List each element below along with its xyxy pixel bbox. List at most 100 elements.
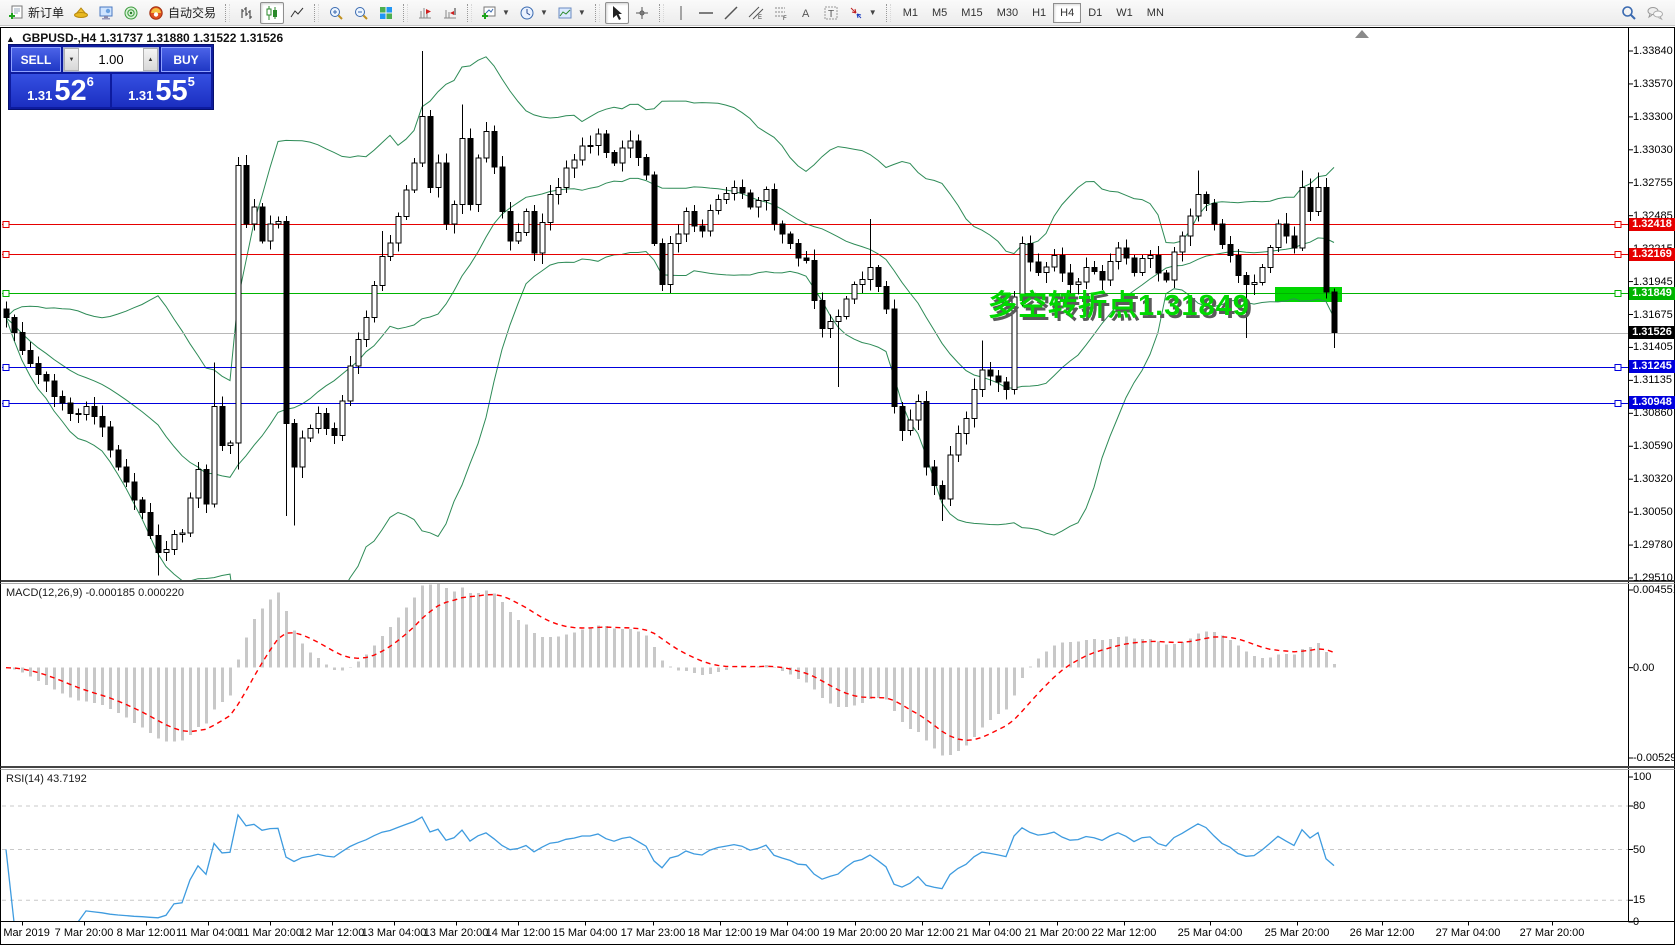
text-icon: A <box>802 8 810 20</box>
price-tick-label: 1.33570 <box>1633 77 1673 90</box>
new-order-button[interactable]: 新订单 <box>4 2 68 24</box>
new-chart-button[interactable]: ▼ <box>477 2 514 24</box>
price-tick-label: 1.33840 <box>1633 45 1673 57</box>
chart-canvas[interactable] <box>0 26 1675 946</box>
time-tick-label: 26 Mar 12:00 <box>1349 927 1415 939</box>
toolbar-grip <box>225 3 231 22</box>
price-line-flag: 1.32418 <box>1629 217 1675 231</box>
line-handle[interactable] <box>1614 364 1622 371</box>
text-button[interactable]: A <box>794 2 818 24</box>
crosshair-button[interactable] <box>630 2 654 24</box>
timeframe-w1-button[interactable]: W1 <box>1109 3 1140 23</box>
volume-input[interactable]: 1.00 <box>98 52 124 67</box>
zoom-out-button[interactable] <box>349 2 373 24</box>
timeframe-h1-button[interactable]: H1 <box>1025 3 1053 23</box>
rsi-tick-label: 15 <box>1633 894 1646 907</box>
candlestick-chart-button[interactable] <box>260 1 285 24</box>
chart-shift-marker[interactable] <box>1355 30 1369 38</box>
macd-indicator-label: MACD(12,26,9) -0.000185 0.000220 <box>6 587 184 599</box>
collapse-triangle-icon[interactable]: ▲ <box>6 34 15 44</box>
periods-clock-icon <box>520 6 534 19</box>
fibonacci-icon: F <box>774 7 787 21</box>
time-tick-label: 27 Mar 04:00 <box>1435 927 1501 939</box>
line-handle[interactable] <box>2 290 10 297</box>
time-tick-label: 8 Mar 12:00 <box>116 927 176 939</box>
line-handle[interactable] <box>1614 251 1622 258</box>
zoom-in-button[interactable] <box>324 2 348 24</box>
time-tick-label: 25 Mar 20:00 <box>1264 927 1330 939</box>
vertical-line-button[interactable] <box>669 2 693 24</box>
volume-decrease-button[interactable]: ▼ <box>64 48 79 71</box>
timeframe-m15-button[interactable]: M15 <box>954 3 989 23</box>
line-handle[interactable] <box>2 251 10 258</box>
toolbar-grip <box>594 3 600 22</box>
text-label-icon: T <box>824 6 838 20</box>
bar-chart-button[interactable] <box>235 2 259 24</box>
autotrading-button[interactable]: 自动交易 <box>144 2 220 24</box>
timeframe-h4-button[interactable]: H4 <box>1053 2 1082 23</box>
chat-icon[interactable] <box>1647 5 1663 21</box>
buy-button[interactable]: BUY <box>161 47 211 72</box>
periods-button[interactable]: ▼ <box>515 2 552 24</box>
timeframe-m5-button[interactable]: M5 <box>925 3 954 23</box>
chart-annotation-text[interactable]: 多空转折点1.31849 <box>988 290 1250 322</box>
volume-increase-button[interactable]: ▲ <box>143 48 158 71</box>
macd-signal-line <box>5 593 1335 742</box>
zoom-in-icon <box>330 6 343 20</box>
macd-tick-label: -0.005295 <box>1633 752 1675 764</box>
time-tick-label: 14 Mar 12:00 <box>485 927 551 939</box>
line-handle[interactable] <box>2 400 10 407</box>
new-order-icon <box>9 5 23 19</box>
trendline-icon <box>724 5 738 20</box>
bar-chart-icon <box>241 6 253 19</box>
buy-price-display[interactable]: 1.31 55 5 <box>112 74 211 107</box>
search-icon[interactable] <box>1621 5 1637 21</box>
price-tick-label: 1.30590 <box>1633 440 1673 453</box>
tile-windows-button[interactable] <box>374 2 398 24</box>
chart-shift-button[interactable] <box>438 2 462 24</box>
timeframe-m1-button[interactable]: M1 <box>896 3 925 23</box>
line-handle[interactable] <box>1614 400 1622 407</box>
time-tick-label: 17 Mar 23:00 <box>620 927 686 939</box>
rsi-tick-label: 0 <box>1633 916 1640 928</box>
timeframe-d1-button[interactable]: D1 <box>1081 3 1109 23</box>
timeframe-mn-button[interactable]: MN <box>1140 3 1171 23</box>
sell-button[interactable]: SELL <box>11 47 61 72</box>
templates-button[interactable]: ▼ <box>553 2 590 24</box>
auto-scroll-button[interactable] <box>413 2 437 24</box>
main-toolbar: 新订单 自动交易 ▼ ▼ <box>0 0 1675 26</box>
market-watch-button[interactable] <box>119 2 143 24</box>
time-tick-label: 25 Mar 04:00 <box>1177 927 1243 939</box>
arrows-button[interactable]: ▼ <box>844 2 881 24</box>
timeframe-m30-button[interactable]: M30 <box>990 3 1025 23</box>
autotrading-icon <box>149 5 163 20</box>
time-tick-label: 20 Mar 12:00 <box>889 927 955 939</box>
chart-shift-icon <box>444 7 457 18</box>
equidistant-channel-button[interactable]: E <box>744 2 768 24</box>
sell-price-display[interactable]: 1.31 52 6 <box>11 74 110 107</box>
time-tick-label: 19 Mar 20:00 <box>822 927 888 939</box>
time-tick-label: 7 Mar 20:00 <box>54 927 114 939</box>
svg-text:T: T <box>828 9 834 20</box>
price-tick-label: 1.31945 <box>1633 275 1673 288</box>
dropdown-arrow-icon: ▼ <box>539 8 548 17</box>
line-chart-button[interactable] <box>285 2 309 24</box>
line-handle[interactable] <box>2 221 10 228</box>
time-tick-label: 13 Mar 04:00 <box>361 927 427 939</box>
line-handle[interactable] <box>2 364 10 371</box>
rsi-tick-label: 100 <box>1633 771 1652 783</box>
cursor-button[interactable] <box>604 1 629 24</box>
dropdown-arrow-icon: ▼ <box>868 8 877 17</box>
toolbar-grip <box>403 3 409 22</box>
line-handle[interactable] <box>1614 221 1622 228</box>
bollinger-middle-band <box>5 177 1335 478</box>
metaeditor-button[interactable] <box>69 2 93 24</box>
trendline-button[interactable] <box>719 2 743 24</box>
symbol-ohlc-text: GBPUSD-,H4 1.31737 1.31880 1.31522 1.315… <box>22 31 284 45</box>
horizontal-line-button[interactable] <box>694 2 718 24</box>
terminal-button[interactable] <box>94 2 118 24</box>
fibonacci-button[interactable]: F <box>769 2 793 24</box>
text-label-button[interactable]: T <box>819 2 843 24</box>
line-handle[interactable] <box>1614 290 1622 297</box>
candlestick-chart-icon <box>266 5 278 20</box>
